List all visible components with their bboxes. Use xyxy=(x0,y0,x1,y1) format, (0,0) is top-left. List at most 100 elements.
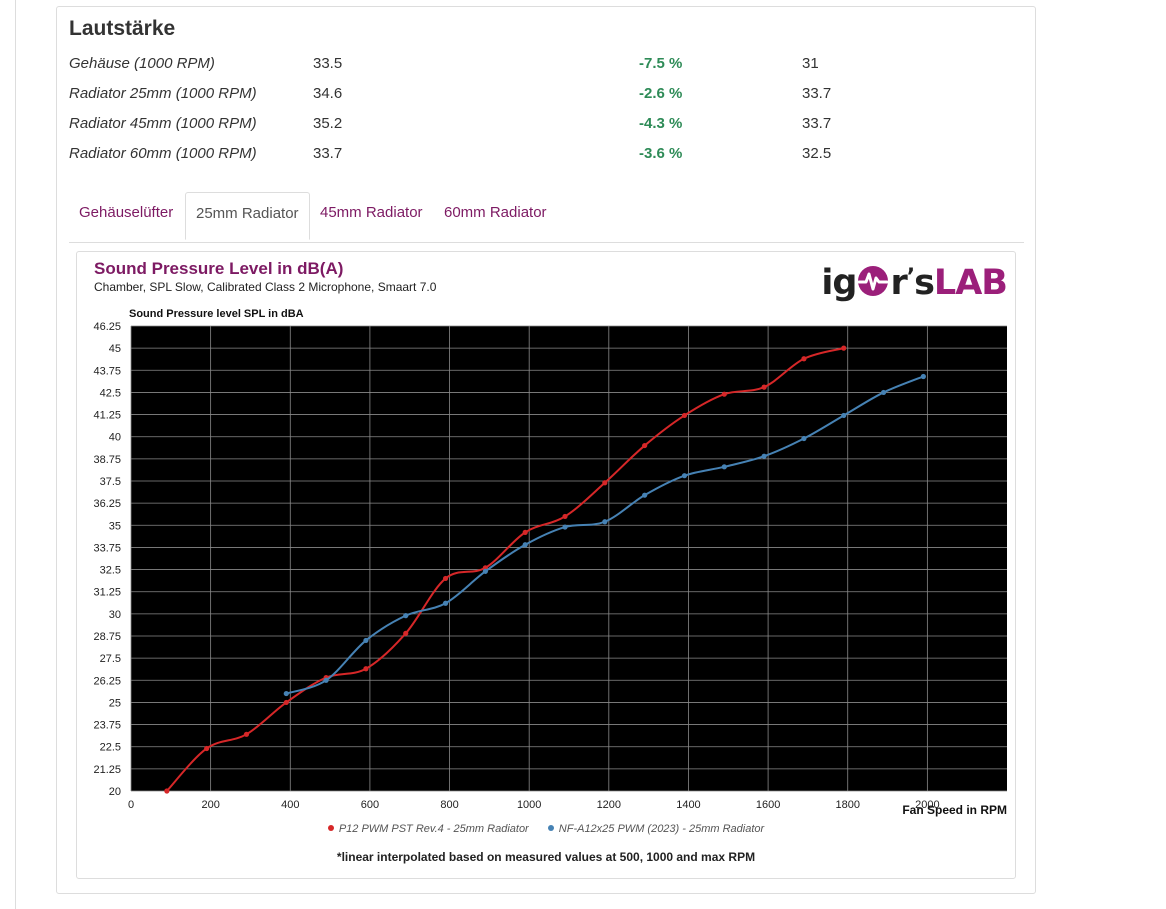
data-point xyxy=(283,699,289,706)
y-tick-label: 22.5 xyxy=(100,742,121,754)
y-tick-label: 45 xyxy=(109,343,121,355)
data-point xyxy=(642,492,648,498)
data-point xyxy=(761,453,767,459)
y-tick-label: 46.25 xyxy=(93,321,121,333)
page-left-rule xyxy=(15,0,16,909)
stat-value-2: 33.7 xyxy=(802,115,832,132)
y-tick-label: 36.25 xyxy=(93,498,121,510)
data-point xyxy=(403,630,409,636)
y-tick-label: 33.75 xyxy=(93,542,121,554)
tab-25mm-radiator[interactable]: 25mm Radiator xyxy=(185,192,310,240)
x-tick-label: 800 xyxy=(440,799,458,811)
chart-subtitle: Chamber, SPL Slow, Calibrated Class 2 Mi… xyxy=(94,280,437,294)
legend-label: P12 PWM PST Rev.4 - 25mm Radiator xyxy=(338,823,529,835)
data-point xyxy=(522,542,528,548)
radiator-tabs: Gehäuselüfter 25mm Radiator 45mm Radiato… xyxy=(69,192,1024,243)
y-tick-label: 41.25 xyxy=(93,410,121,422)
stat-value-2: 33.7 xyxy=(802,85,832,102)
data-point xyxy=(681,412,688,419)
stat-row: Radiator 45mm (1000 RPM) 35.2 -4.3 % 33.… xyxy=(57,115,1035,145)
x-tick-label: 1800 xyxy=(835,799,859,811)
stat-percent: -3.6 % xyxy=(639,145,683,162)
data-point xyxy=(363,637,369,644)
plot-background xyxy=(131,326,1007,791)
stat-row: Gehäuse (1000 RPM) 33.5 -7.5 % 31 xyxy=(57,55,1035,85)
tab-60mm-radiator[interactable]: 60mm Radiator xyxy=(444,204,547,221)
data-point xyxy=(243,731,250,737)
loudness-card: Lautstärke Gehäuse (1000 RPM) 33.5 -7.5 … xyxy=(56,6,1036,894)
data-point xyxy=(522,529,528,535)
chart-panel: Sound Pressure Level in dB(A) Chamber, S… xyxy=(76,251,1016,879)
stat-name: Radiator 25mm (1000 RPM) xyxy=(69,85,257,102)
y-tick-label: 31.25 xyxy=(93,587,121,599)
y-tick-label: 23.75 xyxy=(93,720,121,732)
data-point xyxy=(801,356,807,362)
y-tick-label: 32.5 xyxy=(100,565,121,577)
legend-label: NF-A12x25 PWM (2023) - 25mm Radiator xyxy=(558,823,765,835)
data-point xyxy=(841,345,847,351)
stat-value: 34.6 xyxy=(313,85,343,102)
data-point xyxy=(681,473,688,479)
stat-value-2: 31 xyxy=(802,55,819,72)
data-point xyxy=(442,600,449,606)
x-tick-label: 1400 xyxy=(676,799,700,811)
x-tick-label: 400 xyxy=(281,799,299,811)
x-tick-label: 600 xyxy=(361,799,379,811)
stat-value: 33.7 xyxy=(313,145,343,162)
stat-percent: -4.3 % xyxy=(639,115,683,132)
x-tick-label: 200 xyxy=(201,799,219,811)
stat-row: Radiator 60mm (1000 RPM) 33.7 -3.6 % 32.… xyxy=(57,145,1035,175)
y-tick-label: 40 xyxy=(109,432,121,444)
spl-line-chart: 20 21.25 22.5 23.75 25 26.25 27.5 28.75 30 31.25 3… xyxy=(93,321,1007,811)
tab-gehaeuseluefter[interactable]: Gehäuselüfter xyxy=(79,204,174,221)
data-point xyxy=(841,412,847,419)
data-point xyxy=(602,519,608,525)
data-point xyxy=(920,373,926,380)
legend-item[interactable]: NF-A12x25 PWM (2023) - 25mm Radiator xyxy=(547,823,765,835)
section-title: Lautstärke xyxy=(69,17,176,40)
y-tick-label: 25 xyxy=(109,697,121,709)
y-tick-label: 43.75 xyxy=(93,365,121,377)
x-tick-label: 2000 xyxy=(915,799,939,811)
data-point xyxy=(721,391,727,397)
legend-dot-blue xyxy=(547,825,554,831)
data-point xyxy=(363,666,369,672)
tab-45mm-radiator[interactable]: 45mm Radiator xyxy=(320,204,423,221)
data-point xyxy=(442,575,449,582)
y-tick-label: 38.75 xyxy=(93,454,121,466)
y-tick-label: 27.5 xyxy=(100,653,121,665)
data-point xyxy=(801,435,807,442)
stat-value: 33.5 xyxy=(313,55,343,72)
y-tick-label: 26.25 xyxy=(93,675,121,687)
chart-footnote: *linear interpolated based on measured v… xyxy=(336,850,756,864)
stat-value-2: 32.5 xyxy=(802,145,832,162)
y-tick-label: 42.5 xyxy=(100,387,121,399)
data-point xyxy=(403,613,409,619)
stat-value: 35.2 xyxy=(313,115,343,132)
series-line-1 xyxy=(166,347,845,792)
stat-name: Radiator 45mm (1000 RPM) xyxy=(69,115,257,132)
x-tick-label: 0 xyxy=(128,799,134,811)
data-point xyxy=(761,384,767,390)
x-axis-title: Fan Speed in RPM xyxy=(902,803,1007,817)
stat-percent: -7.5 % xyxy=(639,55,683,72)
data-point xyxy=(283,690,289,697)
y-tick-label: 20 xyxy=(109,786,121,798)
data-point xyxy=(880,389,887,396)
data-point xyxy=(642,442,648,449)
stat-row: Radiator 25mm (1000 RPM) 34.6 -2.6 % 33.… xyxy=(57,85,1035,115)
data-point xyxy=(482,568,488,574)
data-point xyxy=(562,524,568,530)
data-point xyxy=(721,464,727,470)
legend-item[interactable]: P12 PWM PST Rev.4 - 25mm Radiator xyxy=(327,823,529,835)
data-point xyxy=(204,745,210,752)
y-tick-label: 21.25 xyxy=(93,764,121,776)
data-point xyxy=(602,480,608,486)
igorslab-logo: ig r’sLAB xyxy=(821,263,1008,303)
chart-legend: P12 PWM PST Rev.4 - 25mm Radiator NF-A12… xyxy=(77,823,1015,835)
y-axis-title: Sound Pressure level SPL in dBA xyxy=(129,308,304,320)
chart-title: Sound Pressure Level in dB(A) xyxy=(94,259,344,278)
y-tick-label: 37.5 xyxy=(100,476,121,488)
logo-heartbeat-icon xyxy=(857,266,889,296)
stat-percent: -2.6 % xyxy=(639,85,683,102)
